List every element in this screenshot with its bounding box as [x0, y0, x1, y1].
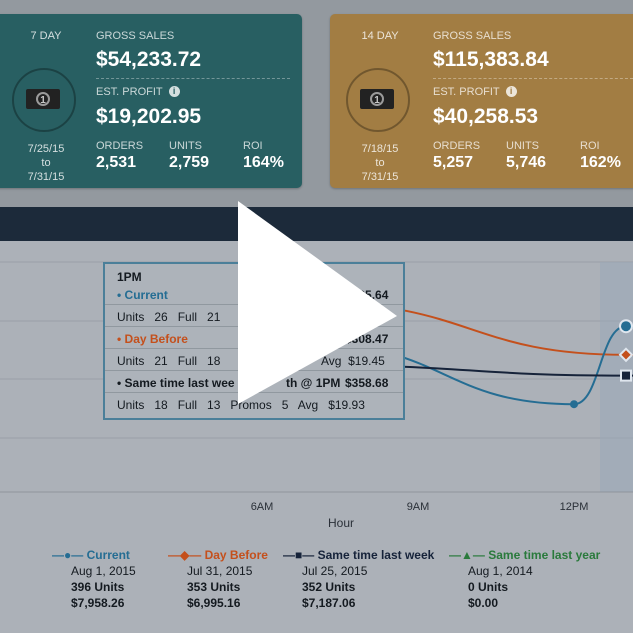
legend-item-current[interactable]: —●— Current Aug 1, 2015 396 Units $7,958…	[52, 548, 136, 610]
est-profit-value: $19,202.95	[96, 105, 202, 128]
date-to: 7/31/15	[361, 171, 399, 183]
legend-marker-icon: —◆—	[168, 548, 202, 562]
orders-value: 2,531	[96, 154, 137, 171]
data-point-day-before	[618, 347, 633, 363]
money-icon: 1	[346, 68, 410, 132]
chart-header-bar	[0, 207, 633, 241]
roi-label: ROI	[243, 140, 263, 152]
legend-marker-icon: —▲—	[449, 548, 485, 562]
tooltip-last-week-units: Units 18 Full 13 Promos 5 Avg $19.93	[117, 398, 365, 412]
roi-value: 164%	[243, 154, 284, 171]
date-to: 7/31/15	[27, 171, 65, 183]
orders-label: ORDERS	[96, 140, 144, 152]
date-to-word: to	[375, 157, 385, 169]
legend-current-name: —●— Current	[52, 548, 130, 562]
hourly-sales-chart[interactable]: 6AM9AM12PM3PMHour 1PM • Current $435.64 …	[0, 241, 633, 633]
summary-card-7day[interactable]: 7 DAY 1 7/25/15 to 7/31/15 GROSS SALES $…	[0, 14, 302, 188]
est-profit-label: EST. PROFIT i	[96, 86, 180, 98]
card-date-range: 7/25/15 to 7/31/15	[2, 142, 90, 184]
card-date-range: 7/18/15 to 7/31/15	[336, 142, 424, 184]
date-from: 7/25/15	[27, 143, 65, 155]
line-chart[interactable]: 6AM9AM12PM3PMHour	[0, 241, 633, 541]
units-value: 5,746	[506, 154, 547, 171]
tooltip-last-week-suffix: th @ 1PM	[286, 376, 341, 390]
legend-item-day-before[interactable]: —◆— Day Before Jul 31, 2015 353 Units $6…	[168, 548, 268, 610]
tooltip-current-units: Units 26 Full 21	[117, 310, 221, 324]
divider	[96, 78, 290, 79]
legend-item-last-year[interactable]: —▲— Same time last year Aug 1, 2014 0 Un…	[449, 548, 601, 610]
divider	[433, 78, 633, 79]
tooltip-day-before-avg: Avg $19.45	[321, 354, 385, 368]
tooltip-day-before-label: • Day Before	[117, 332, 188, 346]
legend-last-week-name: —■— Same time last week	[283, 548, 435, 562]
summary-card-14day[interactable]: 14 DAY 1 7/18/15 to 7/31/15 GROSS SALES …	[330, 14, 633, 188]
gross-sales-label: GROSS SALES	[96, 30, 175, 42]
data-point-last-week	[620, 369, 632, 382]
legend-last-year-name: —▲— Same time last year	[449, 548, 601, 562]
roi-value: 162%	[580, 154, 621, 171]
legend-marker-icon: —●—	[52, 548, 84, 562]
chart-tooltip: 1PM • Current $435.64 Units 26 Full 21 •…	[103, 262, 405, 420]
est-profit-value: $40,258.53	[433, 105, 539, 128]
card-period: 14 DAY	[361, 30, 399, 42]
tooltip-day-before-units: Units 21 Full 18	[117, 354, 221, 368]
est-profit-label: EST. PROFIT i	[433, 86, 517, 98]
gross-sales-value: $54,233.72	[96, 48, 202, 71]
tooltip-last-week-value: $358.68	[345, 376, 389, 390]
units-label: UNITS	[169, 140, 202, 152]
legend-item-last-week[interactable]: —■— Same time last week Jul 25, 2015 352…	[283, 548, 435, 610]
tooltip-last-week-label: • Same time last wee	[117, 376, 235, 390]
money-icon: 1	[12, 68, 76, 132]
tooltip-current-value: $435.64	[345, 288, 389, 302]
card-period: 7 DAY	[30, 30, 62, 42]
info-icon[interactable]: i	[505, 86, 517, 97]
units-value: 2,759	[169, 154, 210, 171]
legend-marker-icon: —■—	[283, 548, 315, 562]
x-tick-label: 12PM	[560, 501, 589, 513]
gross-sales-value: $115,383.84	[433, 48, 549, 71]
date-to-word: to	[41, 157, 51, 169]
data-point-current	[619, 319, 633, 334]
x-tick-label: 6AM	[251, 501, 274, 513]
x-axis-label: Hour	[328, 516, 354, 530]
orders-label: ORDERS	[433, 140, 481, 152]
data-point-current	[570, 400, 578, 409]
x-tick-label: 9AM	[407, 501, 430, 513]
tooltip-time: 1PM	[117, 270, 142, 284]
roi-label: ROI	[580, 140, 600, 152]
tooltip-day-before-value: $308.47	[345, 332, 389, 346]
date-from: 7/18/15	[361, 143, 399, 155]
info-icon[interactable]: i	[168, 86, 180, 97]
legend-day-before-name: —◆— Day Before	[168, 548, 268, 562]
orders-value: 5,257	[433, 154, 474, 171]
gross-sales-label: GROSS SALES	[433, 30, 512, 42]
tooltip-current-label: • Current	[117, 288, 168, 302]
units-label: UNITS	[506, 140, 539, 152]
